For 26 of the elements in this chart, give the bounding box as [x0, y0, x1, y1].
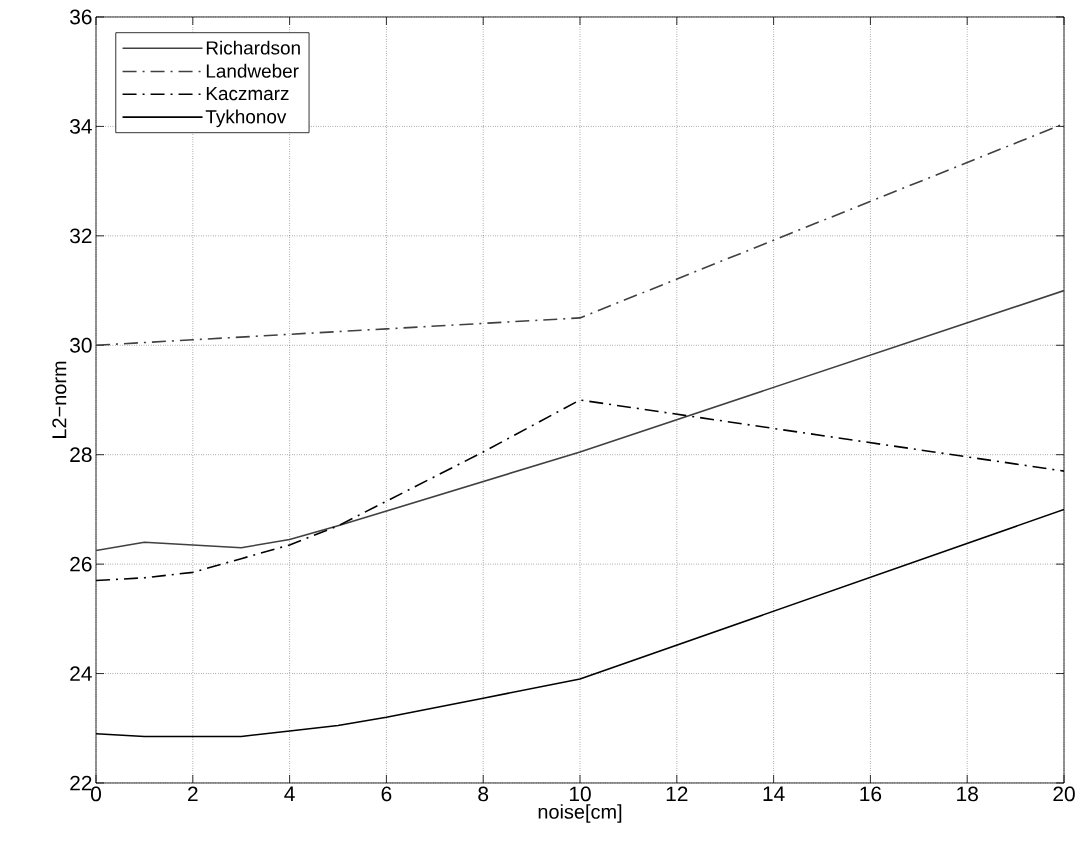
- x-tick-label: 16: [860, 786, 882, 802]
- y-tick-label: 32: [70, 228, 92, 244]
- x-tick-label: 20: [1053, 786, 1075, 802]
- x-tick-label: 8: [478, 786, 489, 802]
- y-axis-title: L2−norm: [52, 361, 67, 438]
- x-tick-label: 4: [284, 786, 295, 801]
- legend-label: Tykhonov: [205, 109, 287, 128]
- x-tick-label: 2: [188, 786, 198, 802]
- x-tick-label: 0: [91, 786, 101, 802]
- x-tick-label: 6: [381, 786, 392, 802]
- x-tick-label: 18: [957, 786, 978, 802]
- legend-label: Kaczmarz: [206, 87, 289, 101]
- y-tick-label: 28: [70, 447, 92, 463]
- x-tick-label: 10: [569, 786, 591, 802]
- y-tick-label: 22: [70, 775, 92, 791]
- legend-label: Landweber: [206, 63, 299, 78]
- x-tick-label: 14: [763, 786, 785, 801]
- y-tick-label: 26: [70, 556, 92, 572]
- x-axis-title: noise[cm]: [538, 804, 622, 823]
- y-tick-label: 30: [70, 337, 92, 353]
- y-tick-label: 34: [70, 119, 92, 134]
- line-series: [96, 289, 1065, 552]
- legend-label: Richardson: [206, 40, 300, 55]
- x-tick-label: 12: [666, 786, 688, 802]
- y-tick-label: 36: [70, 9, 92, 25]
- y-tick-label: 24: [70, 666, 92, 681]
